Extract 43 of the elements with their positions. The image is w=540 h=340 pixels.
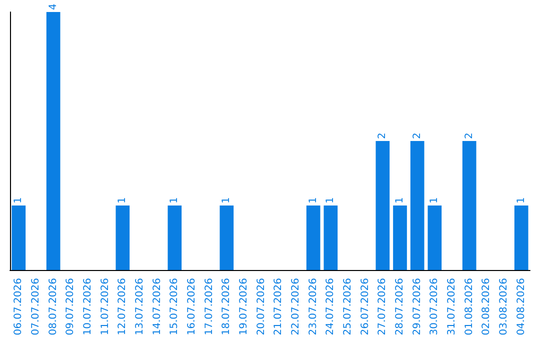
x-tick-label: 20.07.2026 [256,278,267,336]
x-tick-label: 01.08.2026 [464,278,475,336]
x-tick-label: 28.07.2026 [394,278,406,336]
data-label: 1 [13,197,24,204]
x-tick-label: 19.07.2026 [238,278,250,336]
data-label: 1 [394,197,406,204]
x-tick-label: 16.07.2026 [186,278,198,336]
data-label: 1 [117,197,128,204]
x-tick-label: 22.07.2026 [290,278,302,336]
data-label: 1 [325,197,336,204]
x-tick-label: 11.07.2026 [100,278,111,336]
x-tick-label: 12.07.2026 [117,278,128,336]
x-tick-label: 23.07.2026 [308,278,319,336]
x-tick-label: 25.07.2026 [342,278,354,336]
x-tick-label: 30.07.2026 [429,278,440,336]
x-tick-label: 29.07.2026 [412,278,423,336]
data-label: 1 [169,197,180,204]
x-tick-label: 09.07.2026 [65,278,76,336]
x-tick-label: 26.07.2026 [360,278,371,336]
x-tick-label: 10.07.2026 [82,278,94,336]
x-tick-label: 02.08.2026 [481,278,492,336]
x-tick-label: 14.07.2026 [152,278,163,336]
data-label: 1 [429,197,440,204]
data-label: 1 [516,197,527,204]
data-label: 2 [464,132,475,139]
x-tick-label: 06.07.2026 [13,278,24,336]
x-tick-label: 08.07.2026 [48,278,59,336]
x-tick-label: 07.07.2026 [30,278,42,336]
x-tick-label: 31.07.2026 [446,278,458,336]
x-tick-label: 13.07.2026 [134,278,146,336]
x-tick-label: 04.08.2026 [516,278,527,336]
x-tick-label: 18.07.2026 [221,278,232,336]
x-tick-label: 15.07.2026 [169,278,180,336]
x-tick-label: 24.07.2026 [325,278,336,336]
data-label: 4 [48,4,59,10]
x-tick-label: 17.07.2026 [204,278,215,336]
data-label: 2 [377,132,388,139]
data-label: 1 [221,197,232,204]
x-tick-label: 27.07.2026 [377,278,388,336]
x-tick-label: 21.07.2026 [273,278,284,336]
data-label: 2 [412,132,423,139]
data-label: 1 [308,197,319,204]
x-tick-label: 03.08.2026 [498,278,510,336]
